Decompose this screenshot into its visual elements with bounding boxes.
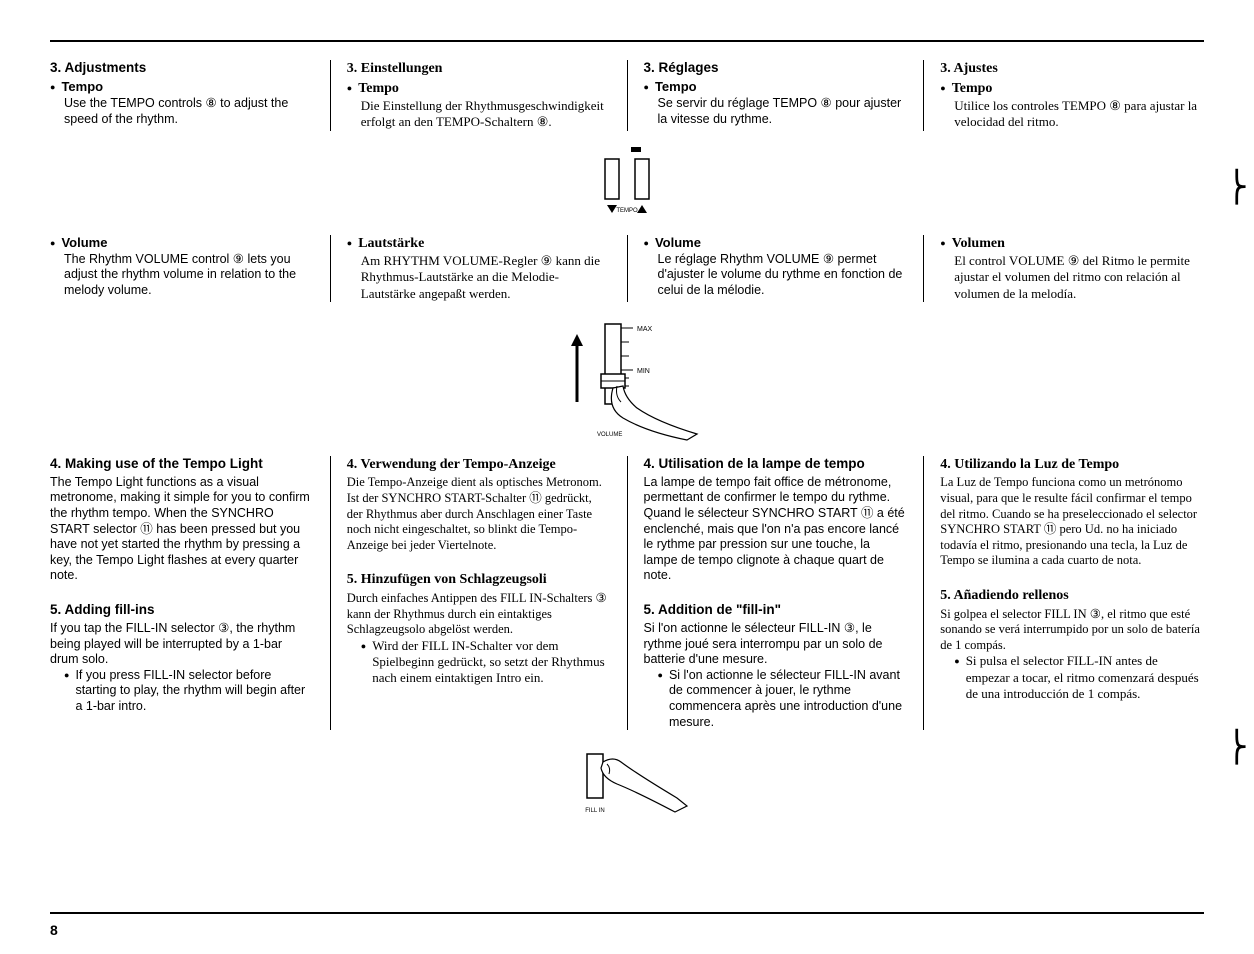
section3-title-en: 3. Adjustments (50, 60, 314, 77)
binding-mark-icon: ⎬ (1226, 170, 1249, 205)
min-label: MIN (637, 368, 650, 375)
tempo-head-de: Tempo (347, 80, 611, 98)
s5-title-es: 5. Añadiendo rellenos (940, 587, 1204, 605)
tempo-head-fr: Tempo (644, 79, 908, 95)
tempo-body-fr: Se servir du réglage TEMPO ⑧ pour ajuste… (644, 96, 908, 127)
fillin-label: FILL IN (585, 808, 604, 814)
s4-title-es: 4. Utilizando la Luz de Tempo (940, 456, 1204, 474)
volume-head-de: Lautstärke (347, 235, 611, 253)
volume-diagram: MAX MIN VOLUME (50, 312, 1204, 442)
tempo-body-en: Use the TEMPO controls ⑧ to adjust the s… (50, 96, 314, 127)
top-rule (50, 40, 1204, 42)
section3-title-de: 3. Einstellungen (347, 60, 611, 78)
s5-body-es: Si golpea el selector FILL IN ③, el ritm… (940, 607, 1204, 654)
col-en-45: 4. Making use of the Tempo Light The Tem… (50, 456, 331, 731)
section3-row: 3. Adjustments Tempo Use the TEMPO contr… (50, 60, 1204, 131)
s4-title-fr: 4. Utilisation de la lampe de tempo (644, 456, 908, 473)
tempo-label: TEMPO (616, 208, 638, 214)
col-es-vol: Volumen El control VOLUME ⑨ del Ritmo le… (924, 235, 1204, 302)
volume-body-es: El control VOLUME ⑨ del Ritmo le permite… (940, 253, 1204, 302)
page-number: 8 (50, 922, 58, 938)
col-fr: 3. Réglages Tempo Se servir du réglage T… (628, 60, 925, 131)
s5-title-fr: 5. Addition de "fill-in" (644, 602, 908, 619)
volume-label: VOLUME (597, 432, 622, 438)
col-fr-45: 4. Utilisation de la lampe de tempo La l… (628, 456, 925, 731)
s4-title-de: 4. Verwendung der Tempo-Anzeige (347, 456, 611, 474)
s4-body-fr: La lampe de tempo fait office de métrono… (644, 475, 908, 584)
s4-body-de: Die Tempo-Anzeige dient als optisches Me… (347, 475, 611, 553)
binding-mark-icon: ⎬ (1226, 730, 1249, 765)
col-es: 3. Ajustes Tempo Utilice los controles T… (924, 60, 1204, 131)
section45-row: 4. Making use of the Tempo Light The Tem… (50, 456, 1204, 731)
s5-bullet-es: Si pulsa el selector FILL-IN antes de em… (940, 653, 1204, 702)
col-de-vol: Lautstärke Am RHYTHM VOLUME-Regler ⑨ kan… (331, 235, 628, 302)
tempo-diagram: TEMPO (50, 141, 1204, 221)
col-de: 3. Einstellungen Tempo Die Einstellung d… (331, 60, 628, 131)
s5-title-de: 5. Hinzufügen von Schlagzeugsoli (347, 571, 611, 589)
bottom-rule (50, 912, 1204, 914)
fillin-diagram: FILL IN (50, 740, 1204, 830)
volume-body-de: Am RHYTHM VOLUME-Regler ⑨ kann die Rhyth… (347, 253, 611, 302)
col-fr-vol: Volume Le réglage Rhythm VOLUME ⑨ permet… (628, 235, 925, 302)
volume-head-fr: Volume (644, 235, 908, 251)
volume-head-en: Volume (50, 235, 314, 251)
section3-title-es: 3. Ajustes (940, 60, 1204, 78)
col-en-vol: Volume The Rhythm VOLUME control ⑨ lets … (50, 235, 331, 302)
col-de-45: 4. Verwendung der Tempo-Anzeige Die Temp… (331, 456, 628, 731)
volume-body-en: The Rhythm VOLUME control ⑨ lets you adj… (50, 252, 314, 299)
s5-body-de: Durch einfaches Antippen des FILL IN-Sch… (347, 591, 611, 638)
col-es-45: 4. Utilizando la Luz de Tempo La Luz de … (924, 456, 1204, 731)
tempo-head-es: Tempo (940, 80, 1204, 98)
max-label: MAX (637, 326, 653, 333)
s5-bullet-en: If you press FILL-IN selector before sta… (50, 668, 314, 715)
s4-body-es: La Luz de Tempo funciona como un metróno… (940, 475, 1204, 569)
s4-title-en: 4. Making use of the Tempo Light (50, 456, 314, 473)
s5-body-fr: Si l'on actionne le sélecteur FILL-IN ③,… (644, 621, 908, 668)
tempo-body-de: Die Einstellung der Rhythmusgeschwindigk… (347, 98, 611, 131)
s5-title-en: 5. Adding fill-ins (50, 602, 314, 619)
volume-head-es: Volumen (940, 235, 1204, 253)
s5-bullet-de: Wird der FILL IN-Schalter vor dem Spielb… (347, 638, 611, 687)
s5-bullet-fr: Si l'on actionne le sélecteur FILL-IN av… (644, 668, 908, 731)
col-en: 3. Adjustments Tempo Use the TEMPO contr… (50, 60, 331, 131)
s4-body-en: The Tempo Light functions as a visual me… (50, 475, 314, 584)
tempo-body-es: Utilice los controles TEMPO ⑧ para ajust… (940, 98, 1204, 131)
tempo-head-en: Tempo (50, 79, 314, 95)
volume-body-fr: Le réglage Rhythm VOLUME ⑨ permet d'ajus… (644, 252, 908, 299)
volume-row: Volume The Rhythm VOLUME control ⑨ lets … (50, 235, 1204, 302)
s5-body-en: If you tap the FILL-IN selector ③, the r… (50, 621, 314, 668)
section3-title-fr: 3. Réglages (644, 60, 908, 77)
